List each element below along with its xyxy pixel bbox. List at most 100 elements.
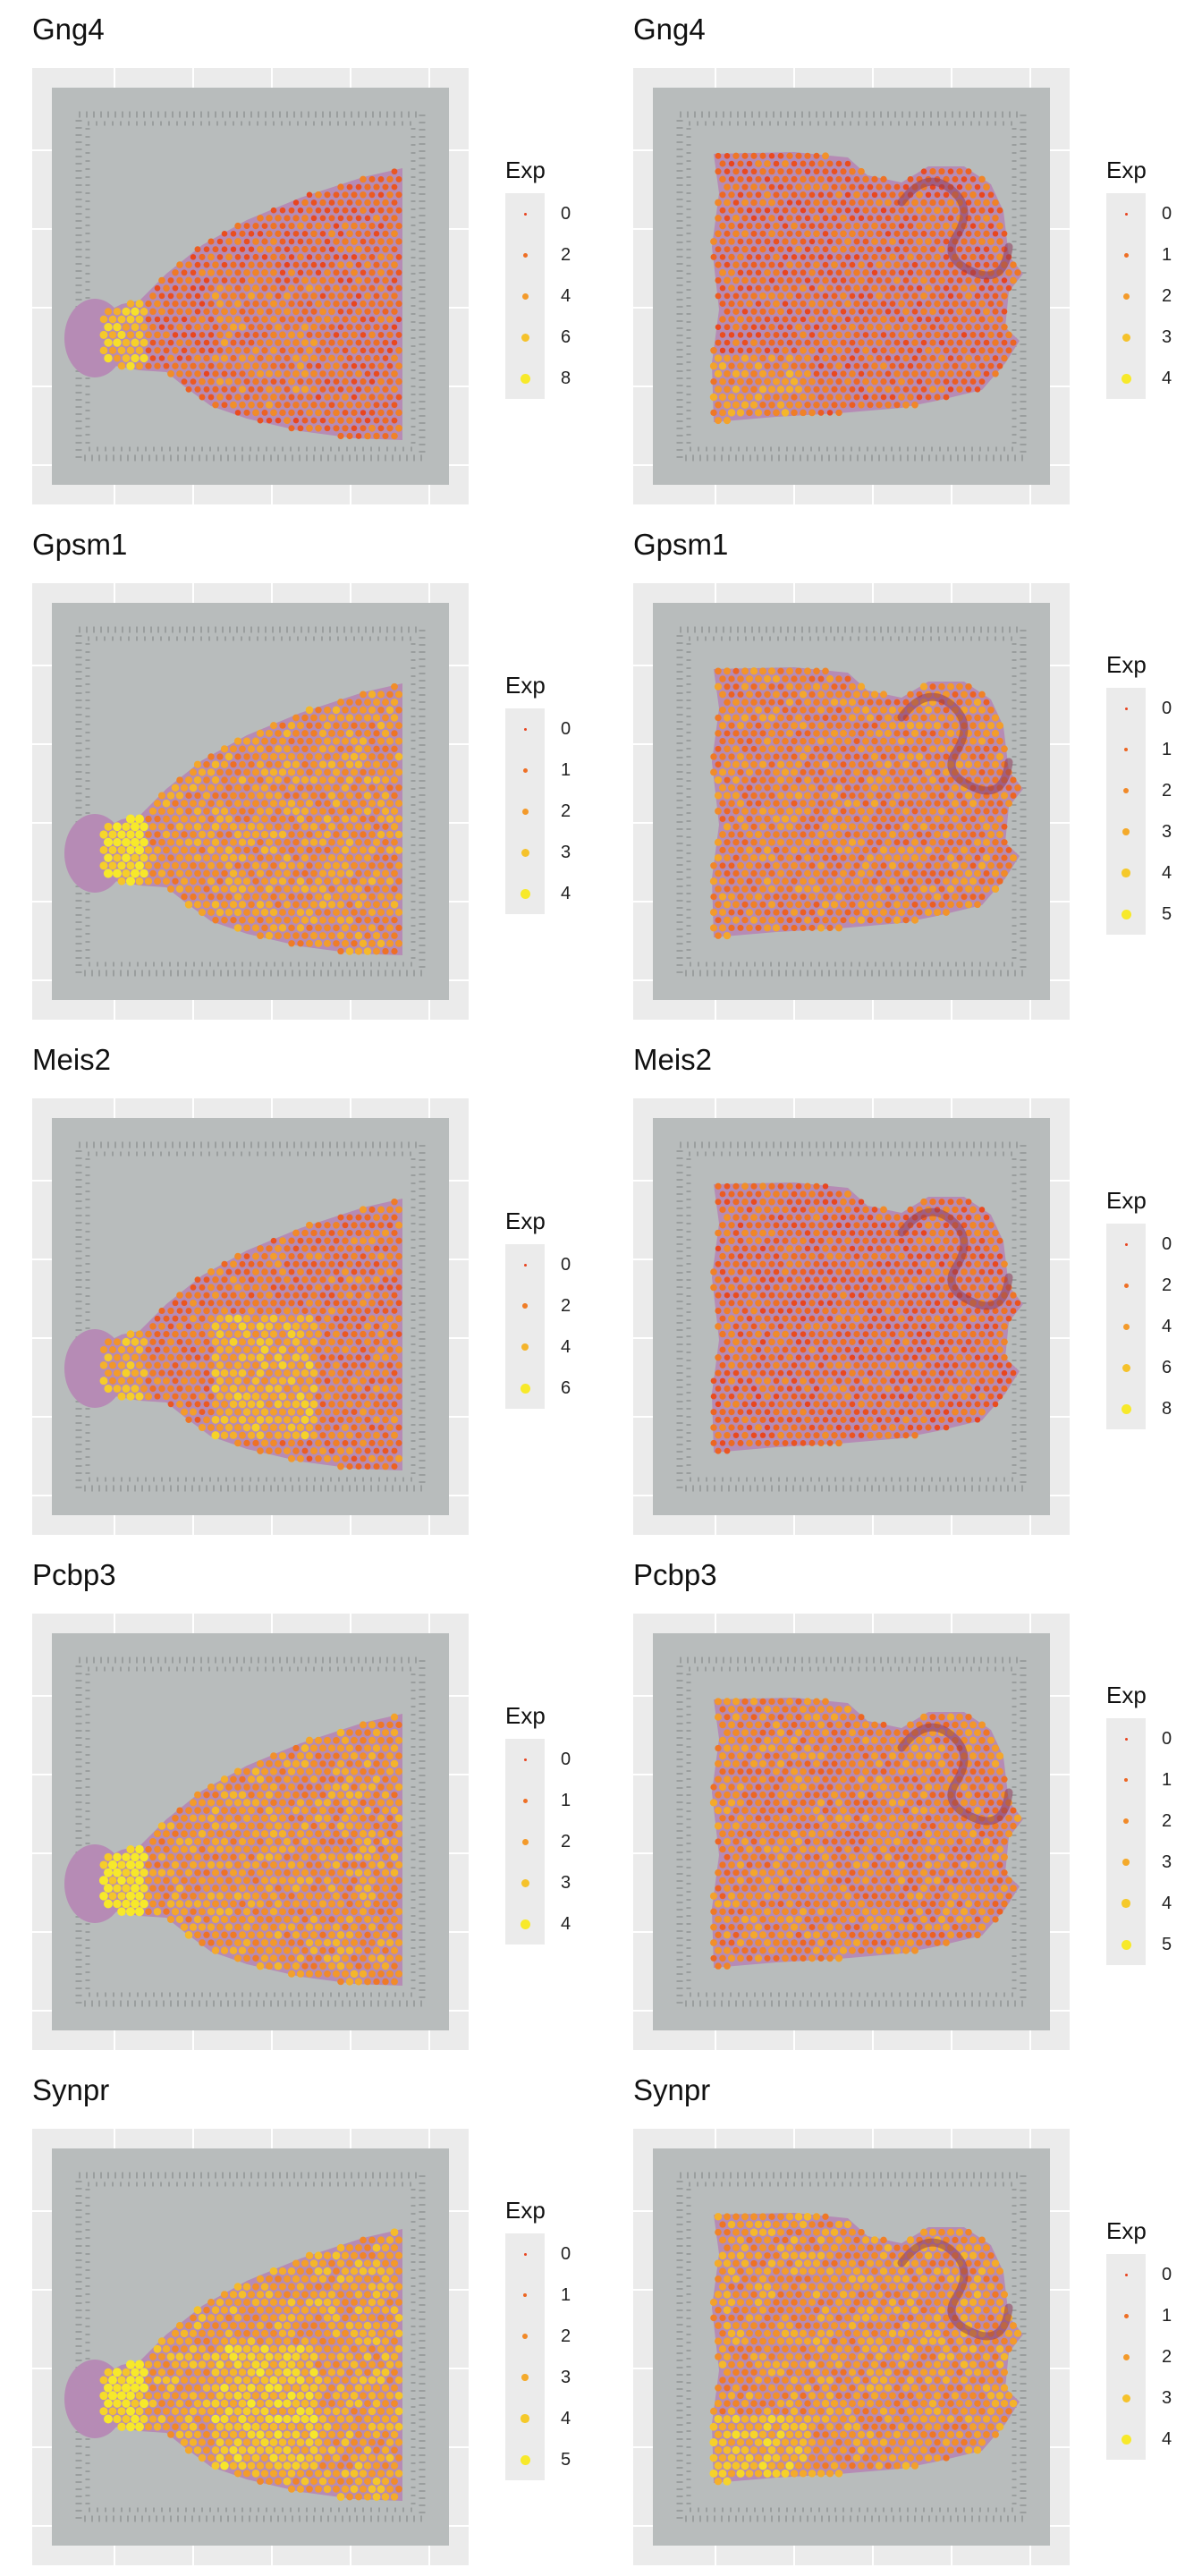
expression-spot <box>728 238 735 245</box>
expression-spot <box>167 308 174 315</box>
expression-spot <box>822 401 829 409</box>
expression-spot <box>978 1222 986 1229</box>
expression-spot <box>724 916 731 924</box>
expression-spot <box>341 752 350 761</box>
expression-spot <box>341 737 350 745</box>
expression-spot <box>284 1260 291 1267</box>
expression-spot <box>893 1214 901 1221</box>
expression-spot <box>916 815 923 823</box>
expression-spot <box>907 877 914 885</box>
expression-spot <box>871 284 878 292</box>
expression-spot <box>292 1400 300 1409</box>
expression-spot <box>310 199 317 206</box>
expression-spot <box>252 253 259 260</box>
expression-spot <box>315 316 322 323</box>
expression-spot <box>983 1275 990 1284</box>
expression-spot <box>956 370 963 377</box>
expression-spot <box>773 1206 780 1214</box>
expression-spot <box>885 823 892 830</box>
expression-spot <box>377 909 385 916</box>
expression-spot <box>239 1431 246 1439</box>
expression-spot <box>190 347 197 354</box>
expression-spot <box>804 1245 811 1252</box>
expression-spot <box>306 1268 313 1275</box>
expression-spot <box>390 807 399 815</box>
expression-spot <box>764 238 771 245</box>
expression-spot <box>315 815 322 823</box>
expression-spot <box>346 1229 353 1237</box>
expression-spot <box>252 362 259 370</box>
expression-spot <box>768 776 775 784</box>
expression-spot <box>332 799 341 808</box>
expression-spot <box>920 1245 927 1252</box>
expression-spot <box>715 292 722 300</box>
expression-spot <box>266 1260 273 1268</box>
expression-spot <box>879 768 888 776</box>
expression-spot <box>284 1292 291 1299</box>
expression-spot <box>324 362 331 370</box>
expression-spot <box>1001 230 1008 237</box>
expression-spot <box>946 729 955 738</box>
expression-spot <box>279 394 286 401</box>
expression-spot <box>755 815 762 823</box>
expression-spot <box>216 1267 224 1276</box>
chart-title: Gpsm1 <box>32 528 128 561</box>
expression-spot <box>746 394 753 401</box>
expression-spot <box>803 885 812 893</box>
expression-spot <box>194 370 201 377</box>
expression-spot <box>377 846 385 854</box>
expression-spot <box>822 838 829 846</box>
expression-spot <box>808 722 816 729</box>
expression-spot <box>800 331 807 339</box>
expression-spot <box>207 768 216 776</box>
expression-spot <box>300 792 309 800</box>
expression-spot <box>342 1268 349 1275</box>
legend-item: 2 <box>1106 275 1172 317</box>
expression-spot <box>274 323 283 331</box>
expression-spot <box>800 862 807 869</box>
expression-spot <box>885 869 892 877</box>
expression-spot <box>907 1268 914 1275</box>
expression-spot <box>728 1206 735 1214</box>
expression-spot <box>902 869 910 877</box>
expression-spot <box>750 823 758 830</box>
expression-spot <box>746 223 753 230</box>
expression-spot <box>777 667 784 674</box>
expression-spot <box>974 246 981 252</box>
expression-spot <box>270 784 277 792</box>
expression-spot <box>211 838 220 846</box>
expression-spot <box>947 714 954 722</box>
expression-spot <box>310 714 317 722</box>
expression-spot <box>266 745 273 753</box>
expression-spot <box>987 1222 995 1229</box>
expression-spot <box>354 1275 363 1284</box>
expression-spot <box>382 199 389 207</box>
expression-spot <box>346 901 353 908</box>
expression-spot <box>248 308 255 315</box>
expression-spot <box>888 861 897 869</box>
expression-spot <box>395 347 402 354</box>
expression-spot <box>314 877 323 886</box>
expression-spot <box>732 1214 740 1221</box>
expression-spot <box>103 837 114 847</box>
expression-spot <box>324 300 331 308</box>
expression-spot <box>382 1276 389 1284</box>
expression-spot <box>265 885 274 894</box>
expression-spot <box>715 730 722 737</box>
expression-spot <box>203 838 210 846</box>
expression-spot <box>773 831 780 838</box>
expression-spot <box>288 362 295 369</box>
expression-spot <box>782 831 789 838</box>
expression-spot <box>795 292 802 300</box>
expression-spot <box>987 1253 995 1260</box>
expression-spot <box>983 339 990 346</box>
expression-spot <box>260 908 269 917</box>
expression-spot <box>987 768 995 776</box>
expression-spot <box>306 862 313 869</box>
expression-spot <box>381 1229 390 1237</box>
expression-spot <box>835 753 842 760</box>
expression-spot <box>257 354 264 362</box>
expression-spot <box>786 901 793 909</box>
expression-spot <box>256 729 265 738</box>
expression-spot <box>956 339 963 346</box>
